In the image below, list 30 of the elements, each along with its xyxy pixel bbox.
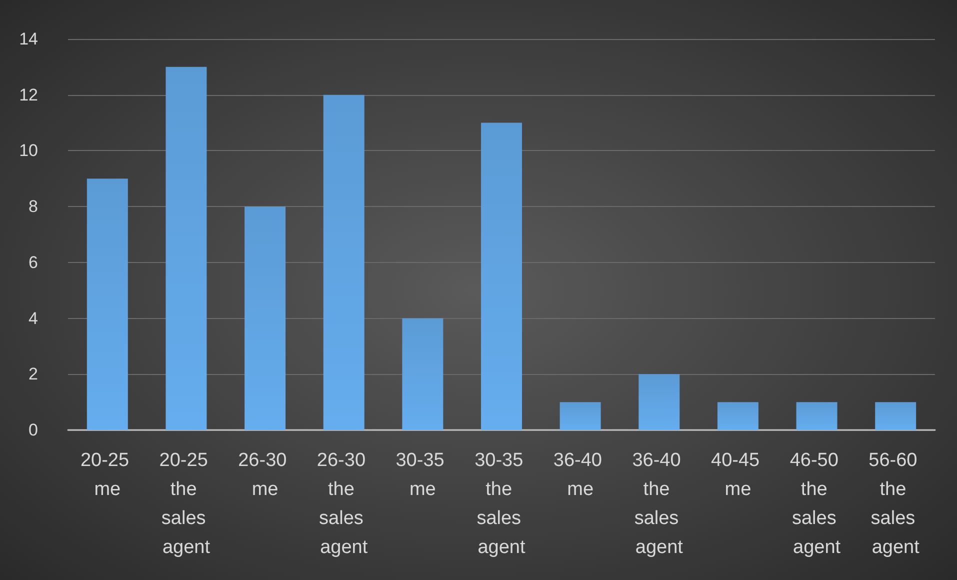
x-tick-label: 20-25 the sales agent xyxy=(159,450,214,558)
bar xyxy=(638,374,680,430)
x-tick-label: 36-40 the sales agent xyxy=(632,450,686,558)
bar xyxy=(717,402,758,430)
x-tick-label: 40-45 me xyxy=(711,450,765,500)
x-tick-label: 36-40 me xyxy=(553,450,608,500)
bar xyxy=(166,66,207,430)
y-tick-label: 10 xyxy=(19,141,38,160)
bar xyxy=(875,402,916,430)
y-tick-label: 0 xyxy=(28,420,38,440)
x-tick-label: 30-35 the sales agent xyxy=(474,450,528,558)
bar xyxy=(244,206,286,430)
bar xyxy=(402,318,444,430)
bar xyxy=(560,402,601,430)
y-tick-label: 2 xyxy=(28,364,38,384)
x-tick-label: 26-30 me xyxy=(238,450,292,500)
x-tick-label: 30-35 me xyxy=(396,450,450,500)
x-tick-label: 20-25 me xyxy=(80,450,134,500)
x-tick-label: 46-50 the sales agent xyxy=(790,450,844,558)
bar xyxy=(481,122,522,430)
x-tick-label: 26-30 the sales agent xyxy=(316,450,371,558)
bar xyxy=(796,402,838,430)
y-tick-label: 6 xyxy=(28,252,38,272)
y-tick-label: 4 xyxy=(28,308,38,328)
y-tick-label: 8 xyxy=(28,197,38,216)
x-tick-label: 56-60 the sales agent xyxy=(868,450,923,558)
bar xyxy=(323,94,364,430)
y-tick-label: 14 xyxy=(19,30,38,48)
y-tick-label: 12 xyxy=(19,85,38,104)
bar xyxy=(86,178,128,430)
